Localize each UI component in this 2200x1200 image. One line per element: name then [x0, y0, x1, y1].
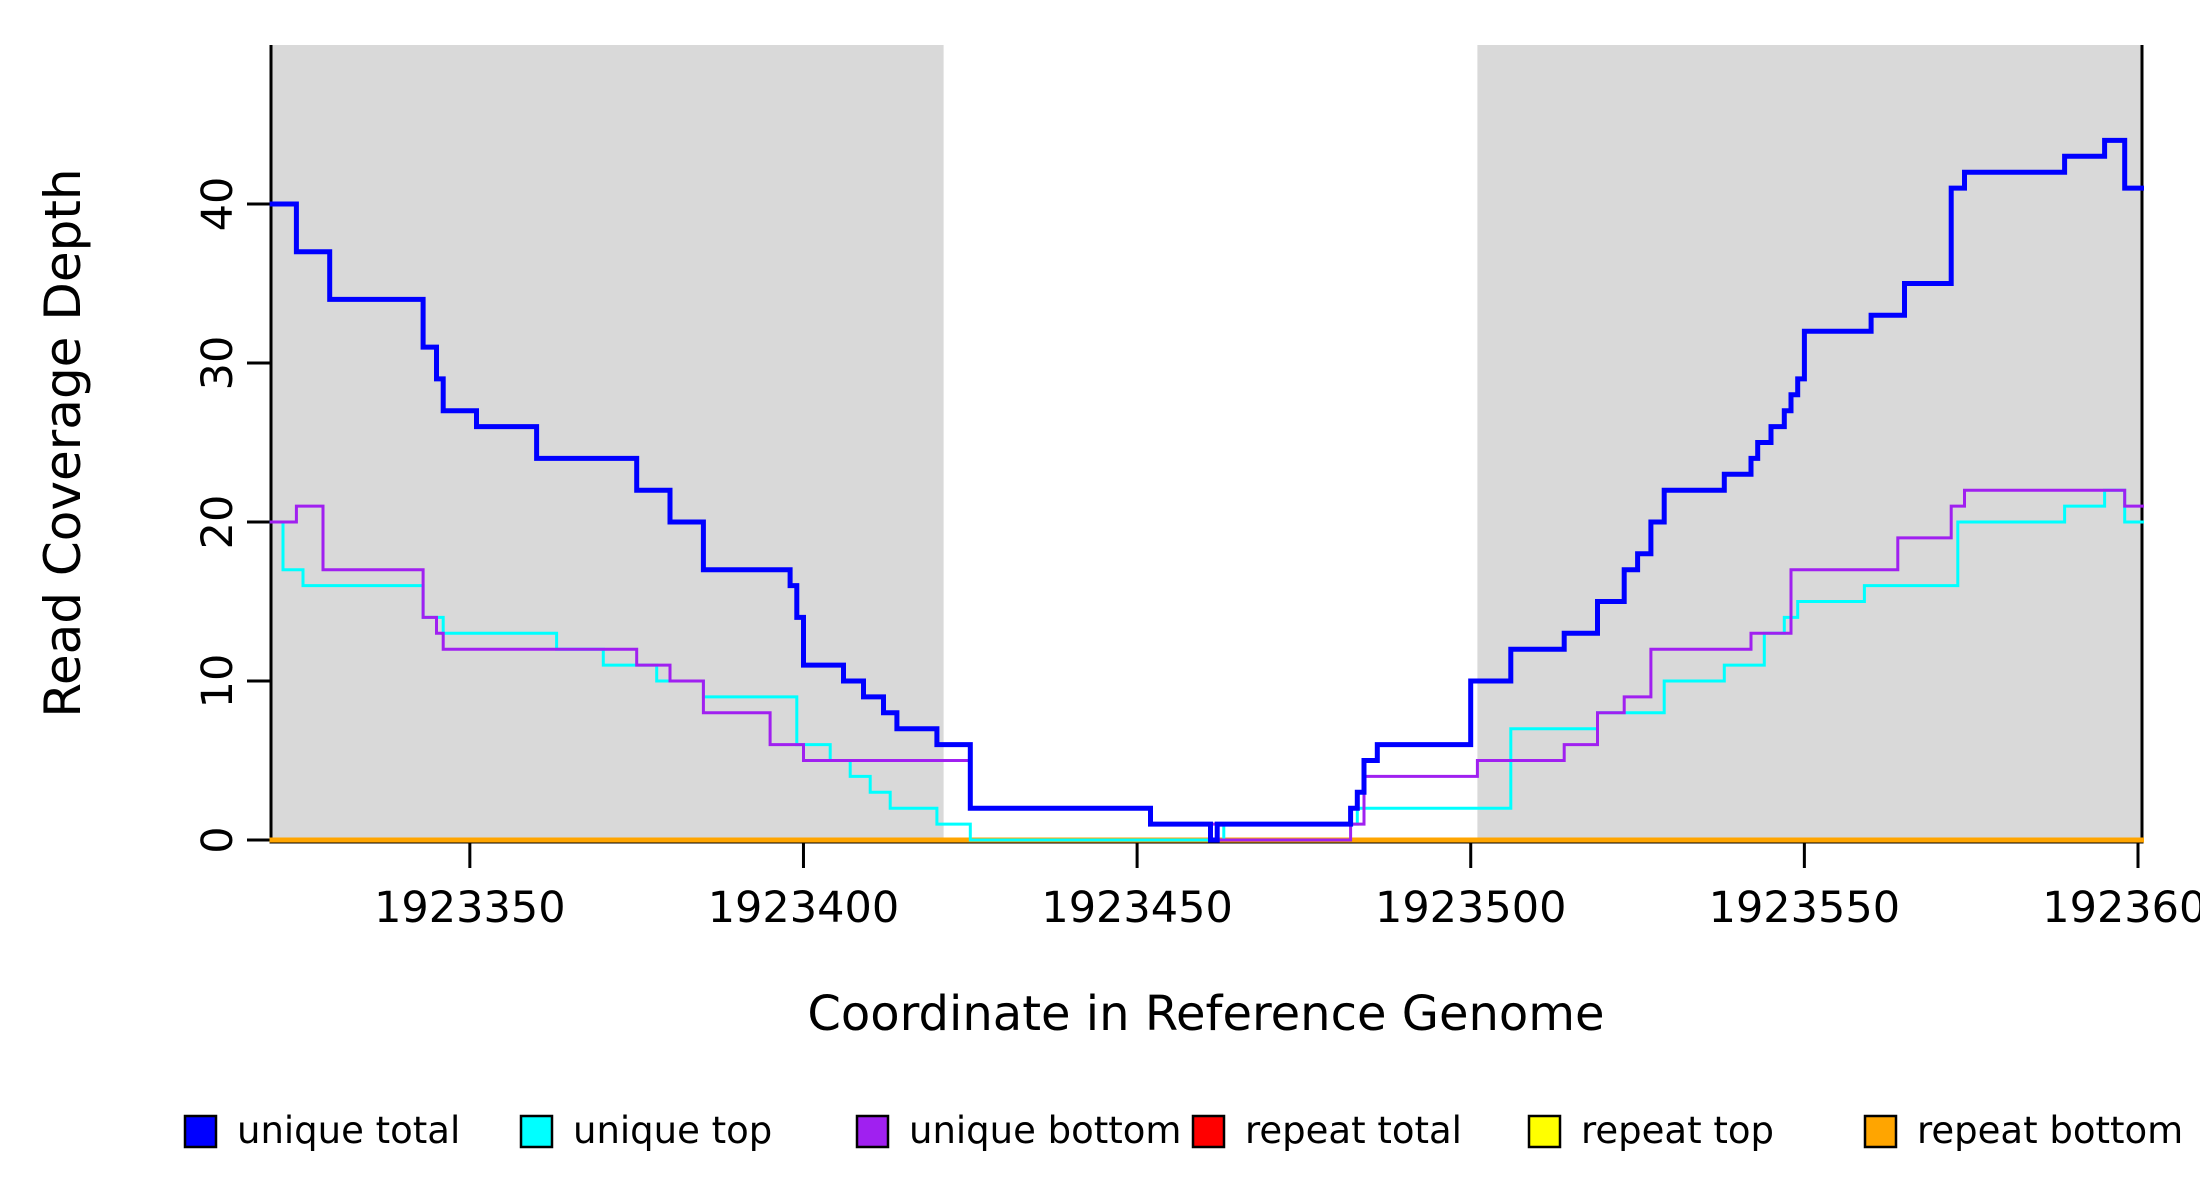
- y-axis-title: Read Coverage Depth: [34, 168, 92, 717]
- legend-swatch-unique-top: [519, 1114, 554, 1149]
- legend-swatch-unique-bottom: [855, 1114, 890, 1149]
- legend-label-repeat-top: repeat top: [1581, 1109, 1774, 1152]
- legend-swatch-unique-total: [183, 1114, 218, 1149]
- y-tick-label: 20: [193, 495, 243, 550]
- legend-swatch-repeat-bottom: [1863, 1114, 1898, 1149]
- legend-label-repeat-bottom: repeat bottom: [1917, 1109, 2183, 1152]
- legend-label-unique-total: unique total: [237, 1109, 460, 1152]
- y-tick-label: 10: [193, 654, 243, 709]
- shaded-repeat-regions: [271, 45, 2142, 842]
- series-lines: [269, 137, 2144, 843]
- x-tick-label: 1923550: [1709, 883, 1901, 933]
- series-line-unique-total: [269, 137, 2144, 843]
- legend-label-unique-top: unique top: [573, 1109, 772, 1152]
- series-line-unique-bottom: [269, 488, 2144, 842]
- x-tick-label: 1923500: [1375, 883, 1567, 933]
- legend-label-repeat-total: repeat total: [1245, 1109, 1462, 1152]
- y-tick-label: 40: [193, 177, 243, 232]
- legend-swatch-repeat-top: [1527, 1114, 1562, 1149]
- x-tick-label: 1923350: [374, 883, 566, 933]
- legend: unique total unique top unique bottom repea…: [183, 1109, 2183, 1152]
- x-tick-label: 1923450: [1041, 883, 1233, 933]
- x-tick-label: 1923400: [708, 883, 900, 933]
- shaded-region-left-repeat-flank: [271, 45, 944, 842]
- y-tick-label: 30: [193, 336, 243, 391]
- shaded-region-right-repeat-flank: [1477, 45, 2142, 842]
- legend-swatch-repeat-total: [1191, 1114, 1226, 1149]
- y-tick-label: 0: [193, 826, 243, 853]
- x-axis-title: Coordinate in Reference Genome: [807, 986, 1604, 1042]
- tick-labels: 1923350 1923400 1923450 1923500 1923550 19236…: [193, 177, 2200, 933]
- legend-label-unique-bottom: unique bottom: [909, 1109, 1181, 1152]
